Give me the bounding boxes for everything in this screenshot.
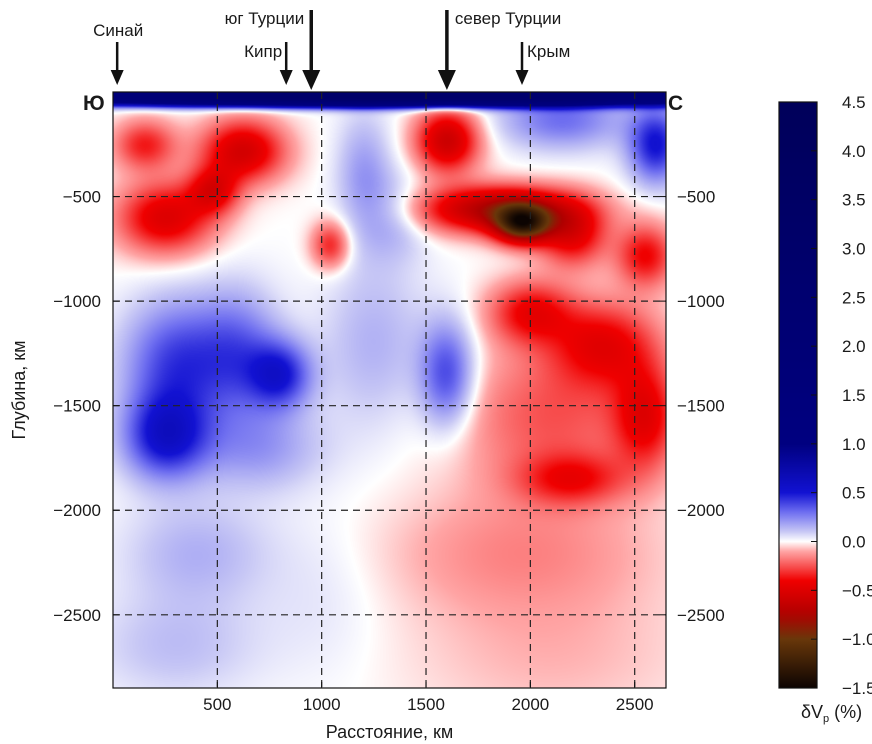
marker-arrow-head <box>279 70 293 85</box>
velocity-anomaly-heatmap <box>113 92 666 688</box>
colorbar-tick-label: −0.5 <box>842 581 872 600</box>
colorbar-tick-label: 0.5 <box>842 484 866 503</box>
y-tick-label-right: −2000 <box>677 501 725 520</box>
y-tick-label-left: −1500 <box>53 397 101 416</box>
location-marker: Синай <box>93 21 143 85</box>
colorbar-tick-label: 2.5 <box>842 288 866 307</box>
marker-label: Синай <box>93 21 143 40</box>
location-marker: Кипр <box>244 42 293 85</box>
marker-label: Кипр <box>244 42 282 61</box>
x-tick-label: 1500 <box>407 695 445 714</box>
y-tick-label-right: −500 <box>677 188 715 207</box>
south-corner-label: Ю <box>83 92 105 115</box>
colorbar-tick-label: 1.0 <box>842 435 866 454</box>
colorbar-label-symbol: δV <box>801 702 823 722</box>
y-tick-label-left: −1000 <box>53 292 101 311</box>
marker-label: юг Турции <box>225 9 305 28</box>
x-tick-label: 1000 <box>303 695 341 714</box>
marker-arrow-head <box>515 70 529 85</box>
colorbar-tick-label: 4.0 <box>842 142 866 161</box>
plot-frame <box>112 91 667 689</box>
colorbar-tick-label: 3.5 <box>842 191 866 210</box>
x-tick-label: 500 <box>203 695 231 714</box>
x-axis-label: Расстояние, км <box>326 722 453 742</box>
marker-arrow-head <box>302 70 321 90</box>
colorbar-tick-label: 3.0 <box>842 240 866 259</box>
colorbar-tick-label: 1.5 <box>842 386 866 405</box>
colorbar-tick-label: 4.5 <box>842 93 866 112</box>
y-tick-label-right: −1500 <box>677 397 725 416</box>
marker-label: север Турции <box>455 9 561 28</box>
marker-arrow-head <box>437 70 456 90</box>
marker-arrow-head <box>110 70 124 85</box>
y-axis-label: Глубина, км <box>9 340 29 439</box>
chart-overlays: 500 1000 1500 2000 2500 −500 −500 −1000 −1000 −15… <box>9 9 725 742</box>
north-corner-label: С <box>668 92 683 115</box>
y-tick-label-left: −500 <box>63 188 101 207</box>
x-tick-label: 2000 <box>511 695 549 714</box>
colorbar-label-unit: (%) <box>829 702 862 722</box>
colorbar-tick-label: 0.0 <box>842 533 866 552</box>
y-tick-label-right: −1000 <box>677 292 725 311</box>
x-tick-label: 2500 <box>616 695 654 714</box>
colorbar: 4.5 4.0 3.5 3.0 2.5 2.0 1.5 1.0 0.5 0.0 −0.5 −1.0 −1… <box>778 93 872 725</box>
marker-label: Крым <box>527 42 570 61</box>
location-marker: юг Турции <box>225 9 321 90</box>
colorbar-tick-label: −1.0 <box>842 630 872 649</box>
colorbar-gradient <box>778 101 818 689</box>
y-tick-label-left: −2500 <box>53 606 101 625</box>
y-tick-label-left: −2000 <box>53 501 101 520</box>
colorbar-tick-label: −1.5 <box>842 679 872 698</box>
location-marker: север Турции <box>437 9 561 90</box>
colorbar-tick-label: 2.0 <box>842 337 866 356</box>
colorbar-label-subscript: p <box>823 713 829 725</box>
plot-area <box>113 92 666 688</box>
colorbar-label: δVp (%) <box>801 702 862 725</box>
y-tick-label-right: −2500 <box>677 606 725 625</box>
location-marker: Крым <box>515 42 570 85</box>
